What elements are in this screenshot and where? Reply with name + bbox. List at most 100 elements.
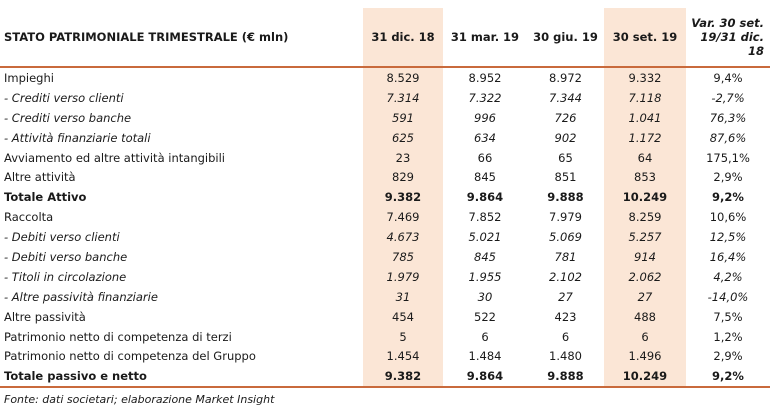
row-label: - Crediti verso banche xyxy=(4,110,132,125)
variation-header-line1: Var. 30 set. xyxy=(691,16,764,30)
value-jun19: 6 xyxy=(561,329,570,344)
value-sep19: 2.062 xyxy=(604,266,686,287)
value-variation: 175,1% xyxy=(706,150,750,165)
value-dec18: 829 xyxy=(363,167,443,188)
value-variation: 4,2% xyxy=(713,269,743,284)
value-jun19: 9.888 xyxy=(547,190,584,205)
row-label: Altre attività xyxy=(4,170,76,185)
table-row: - Titoli in circolazione 1.979 1.955 2.102 2… xyxy=(0,266,770,287)
value-sep19: 1.172 xyxy=(604,127,686,148)
value-mar19: 30 xyxy=(477,289,493,304)
balance-sheet-table: STATO PATRIMONIALE TRIMESTRALE (€ mln) 3… xyxy=(0,8,770,389)
row-label: - Debiti verso clienti xyxy=(4,230,120,245)
value-jun19: 8.972 xyxy=(549,70,582,85)
row-label: Impieghi xyxy=(4,70,54,85)
value-jun19: 2.102 xyxy=(549,269,582,284)
table-body: Impieghi 8.529 8.952 8.972 9.332 9,4% - Credit… xyxy=(0,67,770,389)
table-row: Patrimonio netto di competenza del Grupp… xyxy=(0,346,770,367)
value-variation: -2,7% xyxy=(711,90,745,105)
value-jun19: 902 xyxy=(554,130,577,145)
value-sep19: 7.118 xyxy=(604,87,686,108)
row-label: Patrimonio netto di competenza di terzi xyxy=(4,329,232,344)
value-jun19: 27 xyxy=(558,289,573,304)
table-row: - Debiti verso clienti 4.673 5.021 5.069 5.2… xyxy=(0,227,770,248)
value-dec18: 1.454 xyxy=(363,346,443,367)
value-dec18: 31 xyxy=(363,286,443,307)
value-dec18: 23 xyxy=(363,147,443,168)
value-mar19: 9.864 xyxy=(466,190,504,205)
value-dec18: 5 xyxy=(363,326,443,347)
value-mar19: 7.852 xyxy=(468,210,502,225)
value-variation: 10,6% xyxy=(709,210,747,225)
table-row: Raccolta 7.469 7.852 7.979 8.259 10,6% xyxy=(0,207,770,228)
value-sep19: 5.257 xyxy=(604,227,686,248)
value-jun19: 851 xyxy=(554,170,577,185)
value-jun19: 423 xyxy=(554,309,577,324)
row-label: - Attività finanziarie totali xyxy=(4,130,151,145)
col-header-sep19: 30 set. 19 xyxy=(604,8,686,68)
value-dec18: 4.673 xyxy=(363,227,443,248)
value-variation: 9,2% xyxy=(712,190,744,205)
value-variation: 12,5% xyxy=(709,230,747,245)
value-dec18: 9.382 xyxy=(363,366,443,389)
col-header-mar19: 31 mar. 19 xyxy=(443,8,527,68)
table-row: - Crediti verso clienti 7.314 7.322 7.344 7.… xyxy=(0,87,770,108)
row-label: - Debiti verso banche xyxy=(4,249,128,264)
value-dec18: 1.979 xyxy=(363,266,443,287)
value-dec18: 785 xyxy=(363,247,443,267)
value-mar19: 5.021 xyxy=(468,230,502,245)
table-row: Avviamento ed altre attività intangibili… xyxy=(0,147,770,168)
table-row: Altre passività 454 522 423 488 7,5% xyxy=(0,306,770,327)
col-header-jun19: 30 giu. 19 xyxy=(527,8,604,68)
table-row: Totale Attivo 9.382 9.864 9.888 10.249 9,2% xyxy=(0,187,770,208)
source-note: Fonte: dati societari; elaborazione Mark… xyxy=(4,393,275,406)
value-mar19: 6 xyxy=(481,329,489,344)
value-jun19: 781 xyxy=(554,249,577,264)
row-label: - Altre passività finanziarie xyxy=(4,289,158,304)
table-row: - Altre passività finanziarie 31 30 27 27 -14… xyxy=(0,286,770,307)
value-mar19: 845 xyxy=(474,249,496,264)
value-mar19: 634 xyxy=(474,130,496,145)
value-variation: 9,2% xyxy=(686,366,770,389)
value-mar19: 7.322 xyxy=(468,90,502,105)
value-sep19: 8.259 xyxy=(604,207,686,228)
table-row: Altre attività 829 845 851 853 2,9% xyxy=(0,167,770,188)
value-sep19: 6 xyxy=(604,326,686,347)
value-mar19: 996 xyxy=(474,110,496,125)
value-mar19: 8.952 xyxy=(468,70,502,85)
value-dec18: 9.382 xyxy=(363,187,443,208)
value-variation: 7,5% xyxy=(713,309,743,324)
value-sep19: 914 xyxy=(604,247,686,267)
value-variation: -14,0% xyxy=(707,289,749,304)
value-mar19: 1.955 xyxy=(468,269,502,284)
value-dec18: 625 xyxy=(363,127,443,148)
value-sep19: 64 xyxy=(604,147,686,168)
value-variation: 2,9% xyxy=(713,170,743,185)
value-sep19: 1.496 xyxy=(604,346,686,367)
value-mar19: 66 xyxy=(477,150,493,165)
value-jun19: 65 xyxy=(558,150,573,165)
value-jun19: 5.069 xyxy=(549,230,582,245)
value-mar19: 9.864 xyxy=(443,366,527,389)
value-dec18: 454 xyxy=(363,306,443,327)
value-dec18: 591 xyxy=(363,107,443,128)
value-jun19: 7.344 xyxy=(549,90,582,105)
value-sep19: 10.249 xyxy=(604,366,686,389)
row-label: Altre passività xyxy=(4,309,86,324)
header-row: STATO PATRIMONIALE TRIMESTRALE (€ mln) 3… xyxy=(0,8,770,68)
value-variation: 76,3% xyxy=(709,110,747,125)
table-title: STATO PATRIMONIALE TRIMESTRALE (€ mln) xyxy=(0,8,363,68)
table-row: - Crediti verso banche 591 996 726 1.041 76,3… xyxy=(0,107,770,128)
balance-sheet-table-wrapper: STATO PATRIMONIALE TRIMESTRALE (€ mln) 3… xyxy=(0,8,770,389)
value-mar19: 1.484 xyxy=(468,349,502,364)
row-label: Avviamento ed altre attività intangibili xyxy=(4,150,225,165)
row-label: Totale passivo e netto xyxy=(0,366,363,389)
value-sep19: 9.332 xyxy=(604,67,686,88)
value-dec18: 7.469 xyxy=(363,207,443,228)
value-mar19: 845 xyxy=(474,170,496,185)
table-row: Impieghi 8.529 8.952 8.972 9.332 9,4% xyxy=(0,67,770,88)
variation-header-line3: 18 xyxy=(747,44,764,58)
col-header-variation: Var. 30 set. 19/31 dic. 18 xyxy=(686,8,770,68)
value-variation: 9,4% xyxy=(713,70,743,85)
value-jun19: 726 xyxy=(554,110,577,125)
